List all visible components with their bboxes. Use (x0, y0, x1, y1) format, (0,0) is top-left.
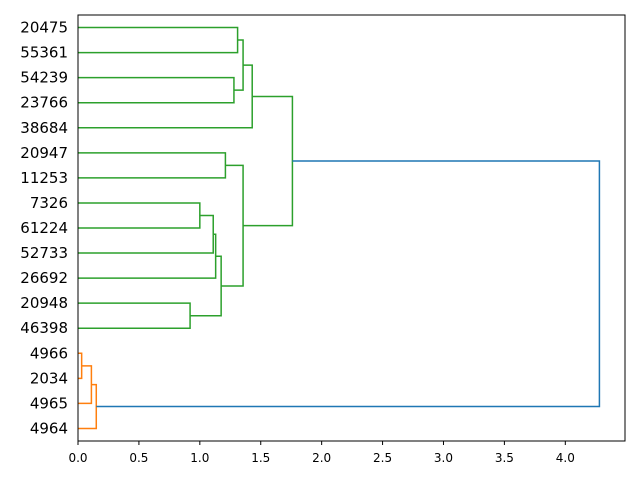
leaf-label: 26692 (20, 269, 68, 287)
leaf-label: 11253 (20, 169, 68, 187)
leaf-label: 7326 (30, 194, 68, 212)
x-tick-label: 2.0 (312, 451, 331, 465)
leaf-label: 20475 (20, 19, 68, 37)
leaf-label: 20947 (20, 144, 68, 162)
dendrogram-link (78, 26, 239, 54)
leaf-label: 52733 (20, 244, 68, 262)
plot-frame (77, 14, 626, 442)
dendrogram-link (233, 39, 244, 91)
leaf-label: 4964 (30, 419, 68, 437)
leaf-labels: 20475 55361 54239 23766 38684 20947 11253 7326 6… (20, 19, 68, 438)
x-tick-label: 3.5 (495, 451, 514, 465)
leaf-label: 4965 (30, 394, 68, 412)
x-tick-label: 4.0 (556, 451, 575, 465)
leaf-label: 20948 (20, 294, 68, 312)
dendrogram-link (78, 64, 253, 129)
links (78, 26, 601, 430)
x-axis: 0.0 0.5 1.0 1.5 2.0 2.5 3.0 3.5 4.0 (68, 441, 575, 465)
dendrogram-link (78, 214, 214, 254)
dendrogram-link (78, 383, 98, 430)
x-tick-label: 2.5 (373, 451, 392, 465)
x-tick-label: 1.5 (251, 451, 270, 465)
dendrogram-link (96, 160, 601, 408)
dendrogram-link (221, 164, 244, 287)
dendrogram-link (78, 365, 93, 405)
leaf-label: 46398 (20, 319, 68, 337)
dendrogram-link (78, 76, 235, 104)
x-tick-label: 0.0 (68, 451, 87, 465)
dendrogram-link (78, 202, 201, 229)
leaf-label: 55361 (20, 44, 68, 62)
dendrogram-link (190, 255, 222, 317)
dendrogram-link (78, 302, 191, 329)
leaf-label: 2034 (30, 369, 68, 387)
leaf-label: 23766 (20, 94, 68, 112)
dendrogram-link (78, 352, 83, 380)
leaf-label: 61224 (20, 219, 68, 237)
x-tick-label: 0.5 (129, 451, 148, 465)
dendrogram-link (78, 152, 227, 179)
dendrogram-link (78, 233, 217, 279)
leaf-label: 4966 (30, 344, 68, 362)
x-tick-label: 1.0 (190, 451, 209, 465)
leaf-label: 54239 (20, 69, 68, 87)
dendrogram-link (243, 95, 294, 227)
x-tick-label: 3.0 (434, 451, 453, 465)
leaf-label: 38684 (20, 119, 68, 137)
